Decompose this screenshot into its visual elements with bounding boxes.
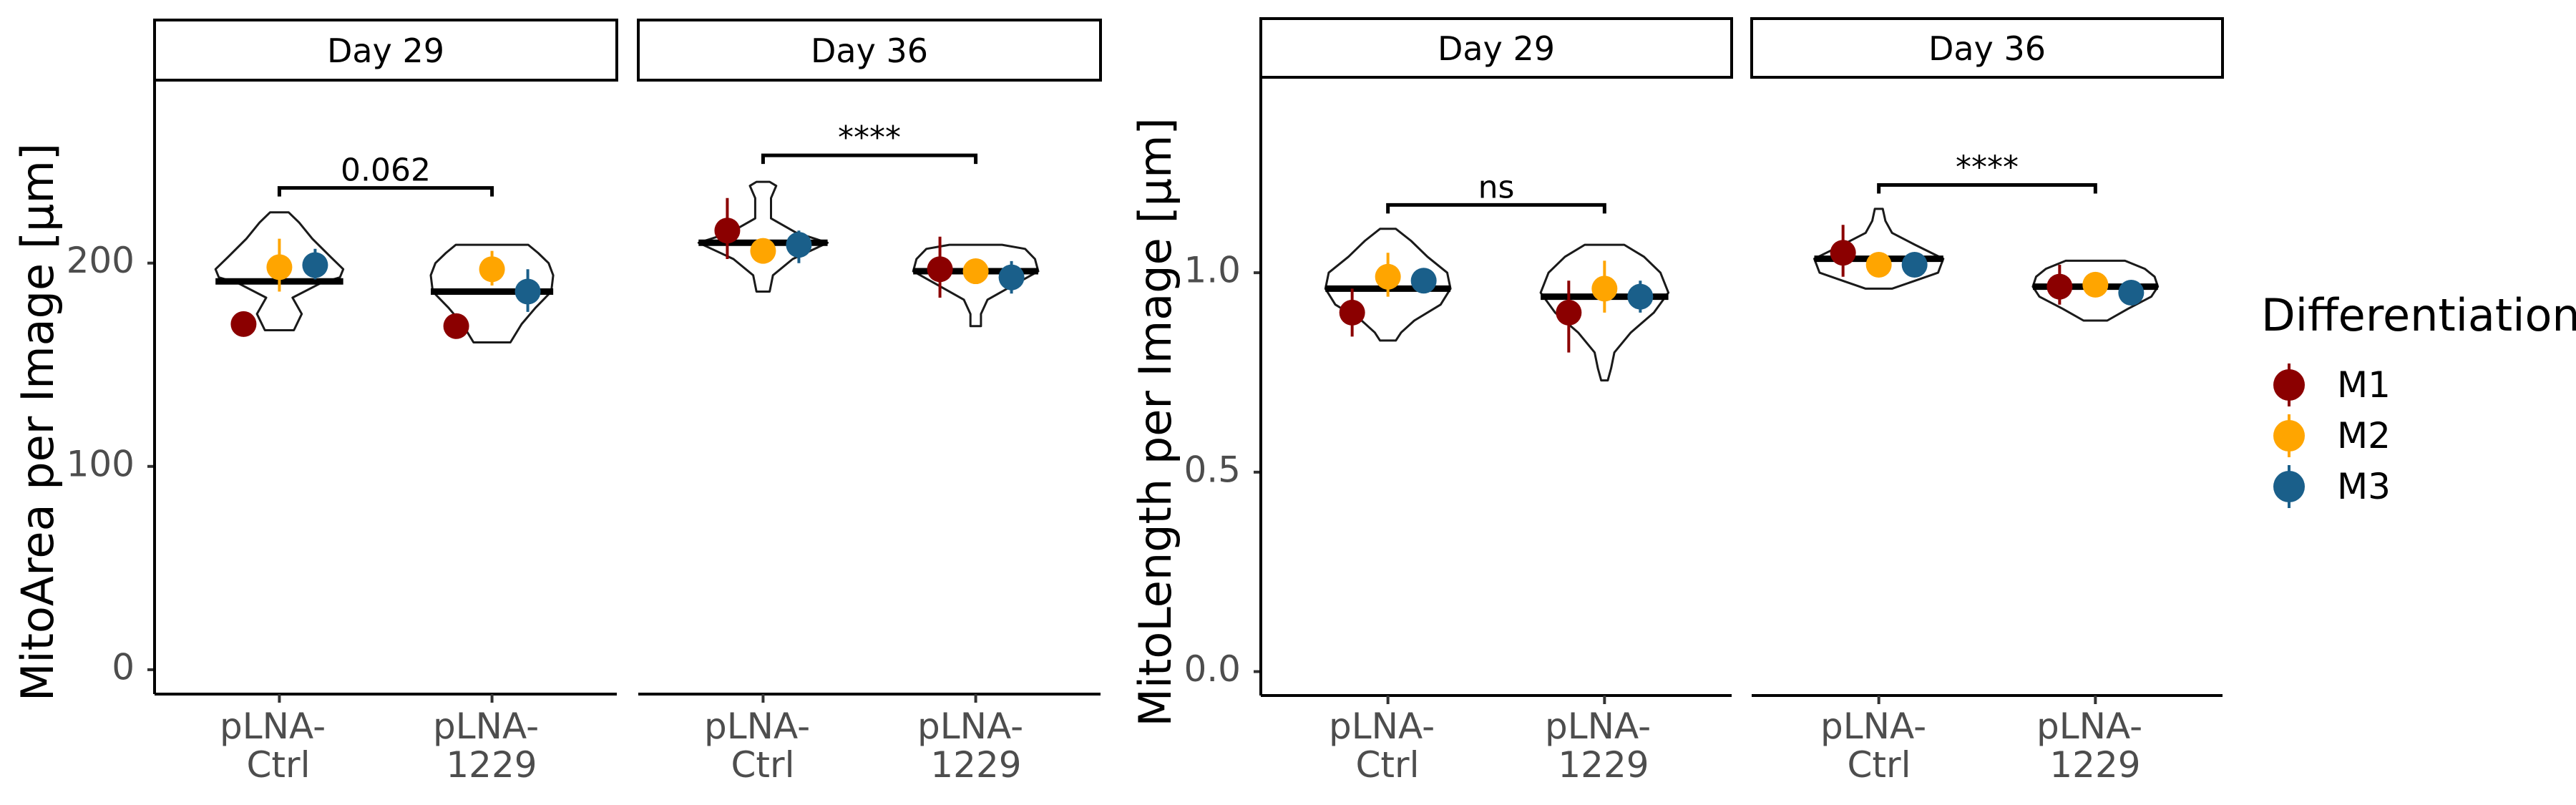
chart1-day36-xtick-ctrl-line1: pLNA-	[704, 706, 810, 747]
chart2-day29-xtick-1229: pLNA- 1229	[1545, 706, 1662, 786]
chart2-ytick-label-0: 0.0	[1184, 648, 1241, 690]
chart2-panel2-group2-m2-point	[2082, 271, 2109, 298]
chart2-day29-significance-label: ns	[1478, 169, 1515, 205]
legend-m3-swatch	[2273, 471, 2305, 502]
chart2-day36-xtick-ctrl: pLNA- Ctrl	[1820, 706, 1938, 786]
chart-mitolength: MitoLength per Image [µm] 0.0 0.5 1.0 Da…	[1129, 17, 2224, 786]
chart1-ytick-label-2: 200	[67, 240, 135, 281]
chart2-x-ticks: pLNA- Ctrl pLNA- 1229 pLNA- Ctrl pLNA- 1…	[1329, 706, 2154, 786]
chart2-day36-xtick-1229-line2: 1229	[2049, 744, 2140, 786]
chart1-panel2-group1-m2-point	[750, 238, 776, 264]
chart2-panel2-group1-m3-point	[1901, 251, 1928, 278]
chart2-strip-day29-label: Day 29	[1438, 29, 1555, 68]
chart1-day29-xtick-ctrl-line2: Ctrl	[247, 744, 311, 786]
chart2-day36-xtick-ctrl-line1: pLNA-	[1820, 706, 1926, 747]
chart2-panel1-group1-m1-point	[1339, 299, 1365, 326]
legend-item-m1: M1	[2273, 364, 2391, 406]
chart2-strip-day36	[1750, 17, 2224, 79]
legend-title: Differentiation	[2261, 289, 2576, 341]
chart1-day29-xtick-1229-line1: pLNA-	[433, 706, 539, 747]
chart2-strip-day36-label: Day 36	[1928, 29, 2046, 68]
chart2-day29-xtick-ctrl-line1: pLNA-	[1329, 706, 1435, 747]
chart2-panel1-significance-bracket	[1386, 203, 1606, 214]
chart1-day36-xtick-1229-line2: 1229	[930, 744, 1021, 786]
chart2-day36-xtick-ctrl-line2: Ctrl	[1848, 744, 1911, 786]
chart1-ytick-label-1: 100	[67, 443, 135, 484]
chart2-day36-xtick-1229: pLNA- 1229	[2036, 706, 2154, 786]
chart1-panel2-group1-m3-point	[786, 232, 812, 258]
legend: Differentiation M1 M2 M3	[2261, 289, 2576, 508]
chart2-panel2-group1-m2-point	[1865, 251, 1892, 278]
chart1-panel1-group2-m2-point	[479, 256, 505, 283]
chart1-day29-significance-label: 0.062	[341, 152, 431, 189]
chart-mitoarea: MitoArea per Image [µm] 0 100 200 Day 29…	[11, 19, 1102, 786]
chart1-panel2-significance-bracket	[761, 153, 978, 165]
chart2-panel2-group2-m1-point	[2046, 273, 2073, 300]
chart2-y-axis-title: MitoLength per Image [µm]	[1129, 117, 1181, 726]
chart2-panel2-group2-violin	[2031, 259, 2160, 322]
chart1-panel1-significance-bracket	[277, 186, 494, 197]
legend-m2-label: M2	[2337, 415, 2391, 457]
chart2-day36-significance-label: ****	[1956, 150, 2019, 186]
chart2-panel1-group2-m1-point	[1556, 299, 1582, 326]
legend-m3-label: M3	[2337, 466, 2391, 507]
chart2-panel1-group2-m3-point	[1627, 283, 1654, 310]
chart1-x-ticks: pLNA- Ctrl pLNA- 1229 pLNA- Ctrl pLNA- 1…	[220, 706, 1035, 786]
chart1-panel1-group1-m3-point	[302, 252, 328, 278]
chart1-strip-day36-label: Day 36	[811, 31, 928, 70]
chart1-strip-day29	[153, 19, 618, 82]
chart1-strip-day36	[637, 19, 1102, 82]
chart2-marks	[1254, 77, 2223, 704]
chart2-ytick-label-1: 0.5	[1184, 449, 1241, 490]
legend-item-m2: M2	[2273, 414, 2391, 457]
chart1-panel1-group2-m1-point	[443, 313, 469, 339]
chart1-day29-xtick-ctrl-line1: pLNA-	[220, 706, 326, 747]
chart1-y-ticks: 0 100 200	[67, 240, 135, 688]
chart1-day29-xtick-ctrl: pLNA- Ctrl	[220, 706, 337, 786]
chart2-strip-day29	[1259, 17, 1733, 79]
chart1-panel2-group2-m3-point	[998, 264, 1025, 291]
chart2-day29-xtick-1229-line2: 1229	[1558, 744, 1649, 786]
legend-m1-label: M1	[2337, 364, 2391, 406]
chart1-panel1-group1-m2-point	[266, 254, 293, 280]
chart2-day29-xtick-ctrl-line2: Ctrl	[1356, 744, 1420, 786]
chart1-day36-xtick-1229-line1: pLNA-	[917, 706, 1023, 747]
chart2-panel2-group2-m3-point	[2118, 280, 2145, 306]
chart2-day29-xtick-1229-line1: pLNA-	[1545, 706, 1651, 747]
chart1-strip-day29-label: Day 29	[327, 31, 444, 70]
chart1-panel1-group2-m3-point	[514, 278, 541, 305]
chart1-ytick-label-0: 0	[112, 646, 135, 688]
chart2-panel2-significance-bracket	[1877, 183, 2097, 194]
chart1-day29-xtick-1229: pLNA- 1229	[433, 706, 550, 786]
chart2-day29-xtick-ctrl: pLNA- Ctrl	[1329, 706, 1446, 786]
legend-m2-swatch	[2273, 420, 2305, 452]
chart1-panel2-group1-violin	[697, 180, 829, 293]
chart2-panel2-group1-m1-point	[1830, 240, 1856, 266]
chart1-panel1-group2-violin	[429, 243, 555, 343]
chart1-day36-xtick-ctrl: pLNA- Ctrl	[704, 706, 821, 786]
chart2-panel1-group1-m3-point	[1410, 268, 1437, 294]
chart1-day36-significance-label: ****	[838, 119, 901, 156]
chart1-marks	[147, 80, 1101, 703]
chart2-y-ticks: 0.0 0.5 1.0	[1184, 250, 1241, 690]
legend-item-m3: M3	[2273, 465, 2391, 508]
chart1-y-axis-title: MitoArea per Image [µm]	[11, 143, 64, 701]
chart1-panel2-group2-m1-point	[927, 256, 953, 283]
chart1-day36-xtick-1229: pLNA- 1229	[917, 706, 1035, 786]
chart2-day36-xtick-1229-line1: pLNA-	[2036, 706, 2142, 747]
chart2-panel1-group1-m2-point	[1375, 263, 1401, 290]
chart1-day29-xtick-1229-line2: 1229	[446, 744, 537, 786]
chart2-panel1-group2-violin	[1539, 243, 1670, 382]
legend-m1-swatch	[2273, 369, 2305, 401]
chart1-day36-xtick-ctrl-line2: Ctrl	[731, 744, 795, 786]
chart2-panel1-group2-m2-point	[1591, 275, 1618, 302]
chart1-panel1-group1-m1-point	[230, 311, 257, 337]
chart1-panel2-group1-m1-point	[714, 218, 741, 244]
chart2-panel2-group1-violin	[1813, 208, 1945, 290]
chart1-panel2-group2-m2-point	[962, 258, 989, 285]
chart2-ytick-label-2: 1.0	[1184, 250, 1241, 291]
